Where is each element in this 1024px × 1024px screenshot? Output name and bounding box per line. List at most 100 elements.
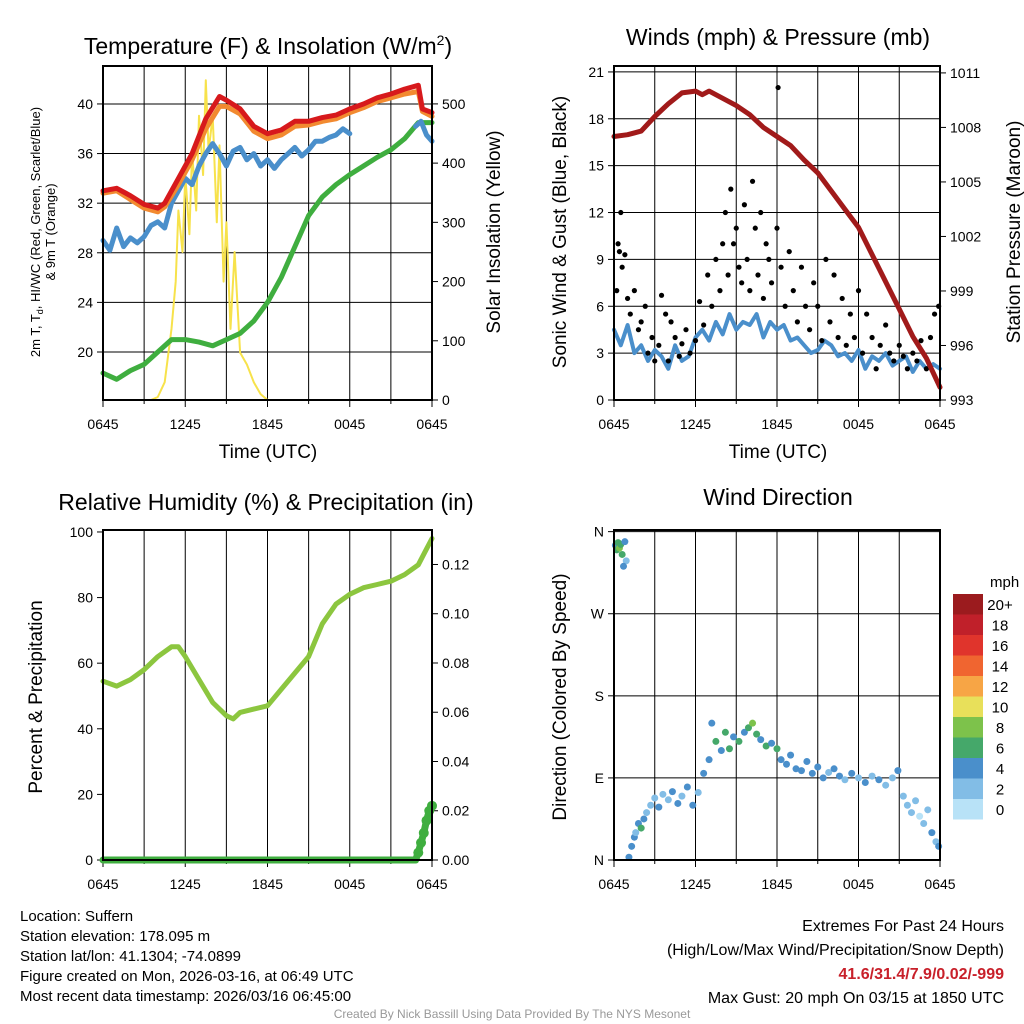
rh-chart: 0 20 40 60 80 100 0.00 0.02 0.04 0.06 0.08 0.10 0.12… — [70, 524, 470, 892]
y2-tick-label: 0.04 — [442, 753, 469, 769]
direction-point — [861, 778, 869, 786]
legend-label: 6 — [996, 741, 1004, 758]
gust-point — [676, 353, 682, 359]
y2-tick-label: 996 — [950, 337, 974, 353]
direction-point — [777, 756, 785, 764]
y2-tick-label: 1002 — [950, 228, 981, 244]
y2-tick-label: 0.08 — [442, 655, 469, 671]
temp-chart-title: Temperature (F) & Insolation (W/m2) — [84, 32, 452, 59]
legend-swatch — [953, 799, 983, 820]
y-tick-label: 18 — [588, 111, 604, 127]
series-relative-humidity — [100, 536, 435, 722]
y2-tick-label: 1011 — [950, 65, 980, 81]
wind-chart: 0 3 6 9 12 15 18 21 993 996 999 1002 1005 1008 1011 064… — [588, 64, 981, 432]
direction-point — [668, 788, 676, 796]
direction-point — [819, 774, 827, 782]
gust-point — [869, 334, 875, 341]
series-sustained-wind — [612, 312, 942, 374]
x-tick-label: 1245 — [680, 416, 711, 432]
gust-point — [887, 350, 893, 356]
direction-point — [735, 737, 743, 745]
gust-point — [645, 350, 651, 356]
direction-point — [651, 794, 659, 802]
gust-point — [873, 366, 879, 372]
direction-point — [664, 796, 672, 804]
gust-point — [752, 225, 758, 231]
precip-point — [416, 837, 427, 848]
gust-point — [790, 288, 796, 294]
gust-point — [802, 303, 809, 309]
gust-point — [668, 319, 674, 325]
x-tick-label: 0045 — [334, 876, 365, 892]
series-9m-t — [100, 89, 435, 215]
series-td — [100, 120, 435, 382]
gust-point — [665, 358, 671, 364]
x-tick-label: 0645 — [87, 876, 118, 892]
x-tick-label: 1245 — [170, 416, 201, 432]
precip-point — [418, 827, 429, 838]
direction-point — [655, 803, 663, 811]
direction-point — [835, 772, 843, 780]
gust-point — [918, 338, 924, 344]
direction-point — [792, 765, 800, 773]
temp-x-axis-label: Time (UTC) — [219, 442, 318, 463]
y2-tick-label: 0.02 — [442, 803, 469, 819]
extremes-title: Extremes For Past 24 Hours — [802, 918, 1004, 935]
max-gust-text: Max Gust: 20 mph On 03/15 at 1850 UTC — [707, 990, 1004, 1007]
gust-point — [766, 256, 772, 263]
gust-point — [811, 280, 817, 286]
gust-point — [827, 319, 833, 325]
direction-point — [855, 774, 862, 782]
y2-tick-label: 0.00 — [442, 852, 469, 868]
legend-label: 20+ — [987, 597, 1013, 614]
direction-point — [868, 772, 876, 780]
direction-point — [787, 751, 795, 759]
x-tick-label: 0645 — [924, 416, 955, 432]
y-tick-label: 3 — [596, 345, 604, 361]
direction-point — [730, 733, 738, 741]
y2-tick-label: 0 — [442, 392, 450, 408]
gust-point — [763, 241, 769, 247]
created-text: Figure created on Mon, 2026-03-16, at 06… — [20, 968, 354, 985]
direction-point — [620, 562, 628, 570]
gust-point — [663, 311, 669, 317]
y2-tick-label: 993 — [950, 392, 974, 408]
gust-point — [835, 334, 841, 341]
legend-swatch — [953, 696, 983, 717]
x-tick-label: 0645 — [87, 416, 118, 432]
direction-point — [689, 801, 697, 809]
gust-point — [739, 280, 745, 286]
x-tick-label: 0045 — [334, 416, 365, 432]
gust-point — [831, 272, 837, 278]
gust-point — [652, 358, 658, 364]
legend-swatch — [953, 594, 983, 615]
y-tick-label: 100 — [70, 524, 94, 540]
credit-text: Created By Nick Bassill Using Data Provi… — [333, 1007, 691, 1021]
direction-point — [683, 783, 691, 791]
y-tick-label: 0 — [85, 852, 93, 868]
y-tick-label: 80 — [77, 590, 93, 606]
gust-point — [614, 288, 620, 294]
y2-tick-label: 400 — [442, 155, 466, 171]
direction-point — [622, 557, 630, 565]
gust-point — [910, 350, 916, 356]
gust-point — [638, 319, 644, 325]
gust-point — [914, 358, 920, 364]
y-tick-label: 9 — [596, 251, 604, 267]
legend-label: 0 — [996, 802, 1004, 819]
gust-point — [798, 264, 805, 270]
dir-y-axis-label: Direction (Colored By Speed) — [550, 573, 571, 820]
gust-point — [705, 272, 711, 278]
direction-point — [618, 550, 626, 558]
gust-point — [755, 272, 761, 278]
gust-point — [859, 350, 866, 356]
y-tick-label: 40 — [77, 721, 93, 737]
series-hi-wc — [100, 126, 353, 253]
gust-point — [701, 322, 707, 328]
direction-point — [674, 799, 682, 807]
x-tick-label: 0045 — [843, 416, 874, 432]
y-tick-label: N — [594, 524, 604, 540]
y2-tick-label: 1008 — [950, 119, 981, 135]
gust-point — [741, 202, 748, 208]
direction-point — [912, 797, 920, 805]
